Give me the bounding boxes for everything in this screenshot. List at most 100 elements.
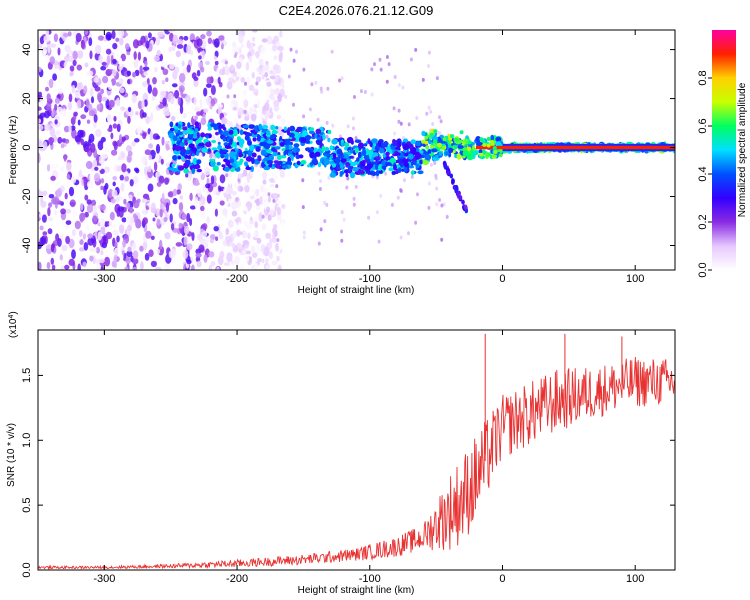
heatmap-cell <box>85 225 91 232</box>
heatmap-cell <box>383 141 389 146</box>
heatmap-cell <box>244 116 250 121</box>
heatmap-cell <box>38 261 42 270</box>
heatmap-cell <box>250 171 254 177</box>
spectrogram-x-label: Height of straight line (km) <box>298 285 415 296</box>
heatmap-cell <box>219 148 224 155</box>
heatmap-cell <box>188 143 195 150</box>
heatmap-cell <box>112 176 117 181</box>
heatmap-cell <box>264 72 269 78</box>
heatmap-cell <box>54 97 61 104</box>
heatmap-cell <box>191 264 195 270</box>
spectrogram-y-axis: -40 -20 0 20 40 <box>21 43 675 253</box>
heatmap-cell <box>373 62 376 67</box>
heatmap-cell <box>345 161 351 167</box>
heatmap-cell <box>272 152 278 157</box>
heatmap-cell <box>168 250 175 259</box>
heatmap-cell <box>203 254 208 263</box>
heatmap-cell <box>269 208 275 216</box>
heatmap-cell <box>237 222 242 231</box>
heatmap-cell <box>269 107 273 114</box>
heatmap-cell <box>445 214 449 219</box>
heatmap-cell <box>211 147 218 151</box>
heatmap-cell <box>222 130 230 137</box>
heatmap-cell <box>171 44 176 52</box>
heatmap-cell <box>399 121 403 126</box>
heatmap-cell <box>252 36 256 42</box>
heatmap-cell <box>401 158 409 164</box>
colorbar: 0.0 0.2 0.4 0.6 0.8 Normalized spectral ampl… <box>697 30 748 278</box>
heatmap-cell <box>269 75 276 80</box>
heatmap-cell <box>38 140 43 149</box>
heatmap-cell <box>370 92 374 97</box>
heatmap-cell <box>432 139 438 144</box>
heatmap-cell <box>206 76 212 85</box>
heatmap-cell <box>435 76 439 81</box>
heatmap-cell <box>40 196 44 204</box>
heatmap-cell <box>197 233 203 241</box>
heatmap-cell <box>427 181 431 186</box>
heatmap-cell <box>247 232 251 240</box>
heatmap-cell <box>46 262 51 270</box>
x-tick-label: -200 <box>226 573 248 585</box>
heatmap-cell <box>317 171 321 176</box>
heatmap-cell <box>174 89 180 99</box>
heatmap-cell <box>242 249 247 254</box>
heatmap-cell <box>326 86 330 91</box>
heatmap-cell <box>142 217 148 225</box>
heatmap-cell <box>351 116 355 121</box>
heatmap-cell <box>276 238 280 243</box>
heatmap-cell <box>319 86 323 91</box>
heatmap-cell <box>348 159 352 164</box>
heatmap-cell <box>340 238 344 243</box>
heatmap-cell <box>174 145 182 152</box>
heatmap-cell <box>438 151 443 157</box>
heatmap-cell <box>132 266 138 270</box>
heatmap-cell <box>222 66 226 76</box>
heatmap-cell <box>331 163 337 168</box>
heatmap-cell <box>182 249 189 259</box>
heatmap-cell <box>142 66 150 71</box>
heatmap-cell <box>142 81 148 88</box>
heatmap-cell <box>192 157 198 165</box>
heatmap-cell <box>230 260 235 266</box>
heatmap-cell <box>335 157 341 164</box>
heatmap-cell <box>75 32 82 43</box>
heatmap-cell <box>111 30 116 40</box>
heatmap-cell <box>352 196 356 201</box>
heatmap-cell <box>323 200 327 205</box>
heatmap-cell <box>366 167 371 171</box>
heatmap-cell <box>183 35 189 41</box>
heatmap-cell <box>182 126 188 131</box>
heatmap-cell <box>113 141 118 151</box>
heatmap-cell <box>192 135 198 139</box>
heatmap-cell <box>262 171 267 180</box>
heatmap-cell <box>179 195 184 200</box>
heatmap-cell <box>289 125 296 132</box>
heatmap-cell <box>271 130 278 135</box>
heatmap-cell <box>233 141 238 149</box>
heatmap-cell <box>106 55 111 66</box>
heatmap-cell <box>194 115 198 121</box>
heatmap-cell <box>116 123 121 133</box>
heatmap-cell <box>155 135 161 140</box>
heatmap-cell <box>62 108 67 118</box>
heatmap-cell <box>118 209 124 218</box>
heatmap-cell <box>169 213 173 223</box>
spectrogram-border <box>37 29 676 271</box>
heatmap-cell <box>200 205 205 212</box>
heatmap-cell <box>89 50 93 60</box>
heatmap-cell <box>243 206 248 212</box>
heatmap-cell <box>390 202 394 207</box>
heatmap-cell <box>117 156 122 161</box>
heatmap-cell <box>161 136 165 146</box>
heatmap-cell <box>292 146 297 153</box>
heatmap-cell <box>89 87 94 98</box>
heatmap-cell <box>224 152 229 159</box>
heatmap-cell <box>108 221 113 227</box>
heatmap-cell <box>378 170 383 174</box>
heatmap-cell <box>226 185 233 195</box>
heatmap-cell <box>126 154 132 163</box>
heatmap-cell <box>235 197 239 202</box>
heatmap-cell <box>201 147 208 153</box>
heatmap-cell <box>348 165 352 172</box>
